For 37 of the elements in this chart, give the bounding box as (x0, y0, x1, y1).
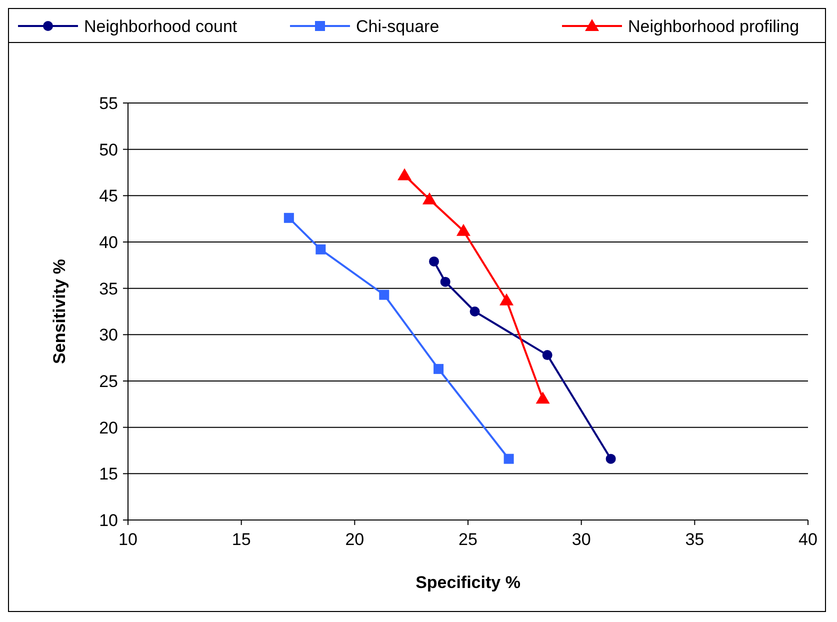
y-tick-label: 20 (99, 418, 118, 438)
point (422, 192, 436, 204)
point (316, 244, 326, 254)
y-tick-label: 55 (99, 94, 118, 113)
x-tick-label: 30 (572, 530, 591, 549)
point (542, 350, 552, 360)
y-tick-label: 15 (99, 464, 118, 484)
point (434, 364, 444, 374)
legend-label: Neighborhood count (84, 17, 238, 36)
point (606, 454, 616, 464)
y-tick-label: 25 (99, 372, 118, 391)
x-tick-label: 40 (798, 530, 818, 549)
y-tick-label: 45 (99, 186, 118, 206)
point (284, 212, 294, 223)
x-axis-title: Specificity % (416, 573, 520, 592)
point (456, 224, 470, 236)
y-tick-label: 40 (99, 233, 118, 252)
y-tick-label: 10 (99, 511, 118, 530)
point (500, 293, 514, 306)
y-tick-label: 30 (99, 326, 118, 345)
point (429, 256, 439, 266)
x-tick-label: 35 (685, 530, 704, 549)
y-tick-label: 35 (99, 279, 118, 298)
point (379, 290, 390, 300)
legend-label: Chi-square (356, 17, 440, 36)
y-tick-label: 50 (99, 140, 118, 160)
point (536, 392, 550, 404)
point (398, 168, 412, 180)
point (504, 454, 514, 464)
x-tick-label: 20 (345, 530, 364, 549)
x-tick-label: 10 (118, 530, 138, 549)
y-axis-title: Sensitivity % (50, 259, 69, 364)
point (440, 276, 450, 287)
x-tick-label: 25 (458, 530, 478, 549)
legend-label: Neighborhood profiling (628, 17, 800, 36)
point (470, 306, 480, 316)
x-tick-label: 15 (232, 530, 251, 549)
